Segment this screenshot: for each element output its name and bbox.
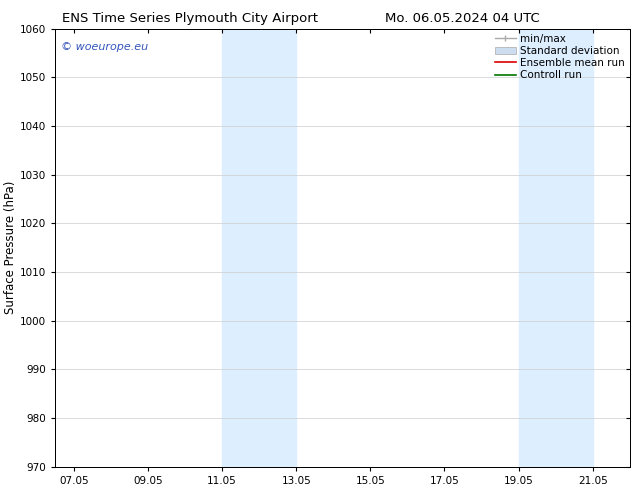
Bar: [222, 29, 296, 467]
Text: ENS Time Series Plymouth City Airport: ENS Time Series Plymouth City Airport: [62, 12, 318, 25]
Legend: min/max, Standard deviation, Ensemble mean run, Controll run: min/max, Standard deviation, Ensemble me…: [493, 32, 626, 82]
Text: Mo. 06.05.2024 04 UTC: Mo. 06.05.2024 04 UTC: [385, 12, 540, 25]
Y-axis label: Surface Pressure (hPa): Surface Pressure (hPa): [4, 181, 17, 315]
Bar: [519, 29, 593, 467]
Text: © woeurope.eu: © woeurope.eu: [61, 42, 148, 52]
